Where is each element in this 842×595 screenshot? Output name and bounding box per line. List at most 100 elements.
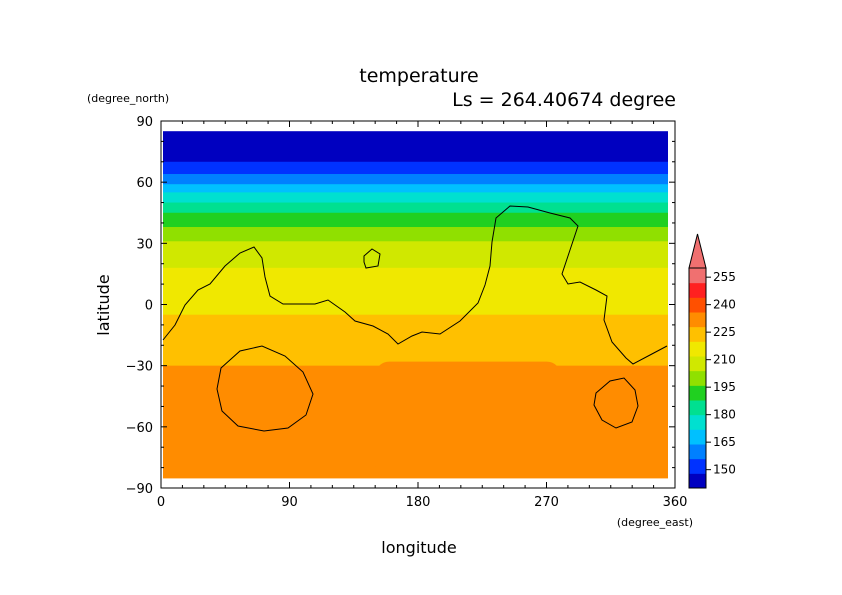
field-band [163, 275, 668, 279]
field-band [163, 265, 668, 269]
colorbar-swatch [689, 473, 706, 489]
field-band [163, 198, 668, 202]
field-band [163, 267, 668, 271]
field-band [163, 218, 668, 222]
field-band [163, 143, 668, 147]
field-band [163, 300, 668, 304]
field-band [163, 186, 668, 189]
field-band [163, 331, 668, 334]
field-band [163, 155, 668, 159]
field-band [163, 284, 668, 287]
topography-contour-north [162, 205, 668, 365]
field-band [163, 184, 668, 187]
field-band [163, 326, 668, 330]
colorbar-swatch [689, 297, 706, 313]
colorbar-label: 195 [713, 380, 736, 394]
field-band [163, 359, 668, 363]
field-band [163, 174, 668, 177]
field-band [163, 343, 668, 346]
field-band [163, 298, 668, 302]
field-band [163, 292, 668, 295]
field-band [163, 322, 668, 326]
x-axis-title: longitude [381, 538, 456, 557]
field-band [163, 355, 668, 359]
chart-subtitle: Ls = 264.40674 degree [452, 89, 676, 111]
colorbar: 150 165 180 195 210 225 240 255 [688, 233, 736, 489]
field-band [163, 135, 668, 138]
field-band [163, 280, 668, 283]
field-band [163, 194, 668, 198]
colorbar-swatch [689, 400, 706, 416]
field-band [163, 269, 668, 273]
y-tick-label: 90 [136, 115, 153, 130]
field-band [163, 202, 668, 206]
field-band [163, 139, 668, 142]
field-band [163, 192, 668, 195]
field-band [163, 169, 668, 173]
field-band [163, 259, 668, 263]
field-band [163, 273, 668, 277]
colorbar-swatch [689, 458, 706, 474]
field-band [163, 324, 668, 328]
field-band [163, 147, 668, 151]
field-band [163, 288, 668, 291]
colorbar-label: 150 [713, 463, 736, 477]
field-band [163, 237, 668, 240]
field-band [163, 133, 668, 136]
y-tick-label: 30 [136, 237, 153, 252]
field-band [163, 316, 668, 320]
field-band [163, 153, 668, 157]
field-band [163, 251, 668, 255]
y-units-label: (degree_north) [87, 92, 169, 105]
field-band [163, 188, 668, 191]
field-band [163, 290, 668, 293]
field-band [163, 249, 668, 253]
colorbar-swatch [689, 370, 706, 386]
topography-contour-crater-west [216, 345, 314, 432]
colorbar-label: 165 [713, 435, 736, 449]
field-band [163, 210, 668, 214]
field-band [163, 214, 668, 218]
field-band [163, 253, 668, 257]
field-band [163, 263, 668, 267]
field-band [163, 131, 668, 134]
x-tick-label: 360 [663, 495, 688, 510]
field-band [163, 145, 668, 149]
colorbar-swatch [689, 429, 706, 445]
y-tick-label: 0 [145, 299, 153, 314]
axes: 0 90 180 270 360 90 60 30 0 −30 −60 −90 [126, 115, 688, 510]
colorbar-swatch [689, 312, 706, 328]
field-band [163, 151, 668, 155]
field-band [163, 328, 668, 332]
y-tick-label: −30 [126, 360, 153, 375]
field-band [163, 349, 668, 352]
field-band [163, 167, 668, 171]
field-band [163, 229, 668, 232]
field-band [163, 220, 668, 224]
field-band [163, 165, 668, 169]
field-warm-region [375, 361, 561, 478]
field-band [163, 312, 668, 316]
y-axis-title: latitude [94, 274, 113, 335]
colorbar-swatch [689, 444, 706, 460]
colorbar-swatch [689, 268, 706, 284]
field-band [163, 137, 668, 140]
field-band [163, 224, 668, 228]
colorbar-frame [688, 267, 707, 489]
field-band [163, 296, 668, 299]
field-band [163, 149, 668, 153]
field-band [163, 212, 668, 216]
field-band [163, 314, 668, 318]
field-band [163, 341, 668, 344]
x-tick-label: 0 [157, 495, 165, 510]
topography-contour-small [363, 248, 381, 269]
field-band [163, 208, 668, 212]
field-band [163, 335, 668, 338]
field-band [163, 231, 668, 234]
field-band [163, 337, 668, 340]
field-band [163, 222, 668, 226]
colorbar-label: 240 [713, 298, 736, 312]
colorbar-swatch [689, 326, 706, 342]
colorbar-extend-arrow [688, 233, 707, 269]
